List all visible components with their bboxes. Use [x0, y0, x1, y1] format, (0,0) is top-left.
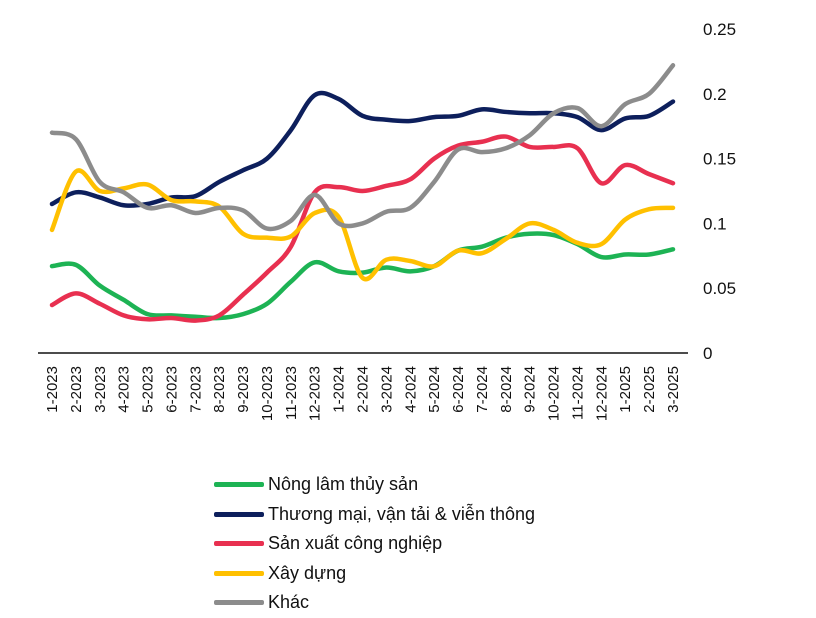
series-line-1 [49, 90, 676, 208]
x-tick-label: 6-2023 [163, 366, 180, 413]
x-tick-label: 12-2024 [593, 366, 610, 421]
x-tick-label: 2-2025 [641, 366, 658, 413]
x-axis-ticks: 1-2023 2-2023 3-2023 4-2023 5-2023 6-2023 7-20… [44, 366, 682, 421]
legend: Nông lâm thủy sản Thương mại, vận tải & v… [214, 470, 535, 618]
legend-item: Thương mại, vận tải & viễn thông [214, 500, 535, 530]
legend-item: Xây dựng [214, 559, 535, 589]
x-tick-label: 9-2024 [522, 366, 539, 413]
series-line-2 [49, 134, 676, 323]
x-tick-label: 9-2023 [235, 366, 252, 413]
legend-label: Nông lâm thủy sản [268, 474, 419, 495]
y-axis-ticks: 0 0.05 0.1 0.15 0.2 0.25 [703, 20, 736, 363]
legend-swatch [214, 511, 264, 517]
x-tick-label: 4-2023 [116, 366, 133, 413]
x-tick-label: 2-2023 [68, 366, 85, 413]
legend-label: Xây dựng [268, 562, 347, 583]
x-tick-label: 5-2024 [426, 366, 443, 413]
x-tick-label: 4-2024 [402, 366, 419, 413]
x-tick-label: 1-2025 [617, 366, 634, 413]
x-tick-label: 8-2024 [498, 366, 515, 413]
x-tick-label: 5-2023 [140, 366, 157, 413]
series-line-4 [49, 63, 676, 232]
x-tick-label: 10-2023 [259, 366, 276, 421]
y-tick-label: 0.15 [703, 150, 736, 169]
y-tick-label: 0.25 [703, 20, 736, 39]
legend-swatch [214, 541, 264, 547]
x-tick-label: 3-2023 [92, 366, 109, 413]
legend-swatch [214, 570, 264, 576]
x-tick-label: 11-2024 [569, 366, 586, 420]
x-tick-label: 7-2023 [187, 366, 204, 413]
x-tick-label: 7-2024 [474, 366, 491, 413]
x-tick-label: 3-2024 [378, 366, 395, 413]
x-tick-label: 2-2024 [355, 366, 372, 413]
x-tick-label: 3-2025 [665, 366, 682, 413]
x-tick-label: 8-2023 [211, 366, 228, 413]
series-lines [49, 63, 676, 323]
legend-label: Sản xuất công nghiệp [268, 533, 443, 554]
legend-item: Khác [214, 588, 535, 618]
series-line-3 [49, 168, 676, 282]
legend-swatch [214, 600, 264, 606]
y-tick-label: 0.2 [703, 85, 727, 104]
y-tick-label: 0.1 [703, 214, 727, 233]
x-tick-label: 12-2023 [307, 366, 324, 421]
legend-label: Thương mại, vận tải & viễn thông [268, 503, 535, 524]
x-tick-label: 10-2024 [546, 366, 563, 421]
legend-swatch [214, 482, 264, 488]
legend-label: Khác [268, 592, 310, 613]
y-tick-label: 0.05 [703, 279, 736, 298]
x-tick-label: 6-2024 [450, 366, 467, 413]
x-tick-label: 1-2023 [44, 366, 61, 413]
x-tick-label: 11-2023 [283, 366, 300, 420]
x-tick-label: 1-2024 [331, 366, 348, 413]
legend-item: Sản xuất công nghiệp [214, 529, 535, 559]
y-tick-label: 0 [703, 344, 712, 363]
legend-item: Nông lâm thủy sản [214, 470, 535, 500]
